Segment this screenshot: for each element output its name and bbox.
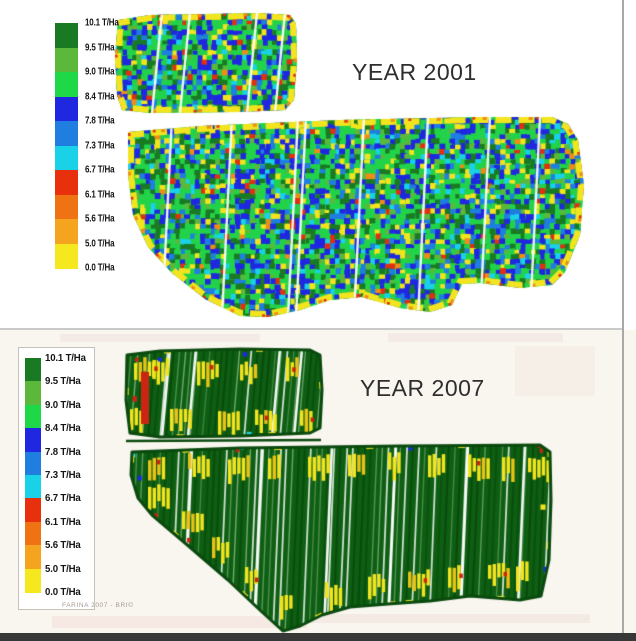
panel-year-2001: 10.1 T/Ha 9.5 T/Ha 9.0 T/Ha 8.4 T/Ha 7.8 T/H… xyxy=(0,0,636,330)
legend-label: 6.1 T/Ha xyxy=(45,515,81,528)
map-title-2007: YEAR 2007 xyxy=(360,375,485,401)
legend-label: 9.0 T/Ha xyxy=(45,398,81,411)
legend-swatch xyxy=(25,404,41,429)
legend-label: 10.1 T/Ha xyxy=(45,352,86,364)
right-border-rule xyxy=(622,0,624,633)
legend-label: 9.0 T/Ha xyxy=(85,66,115,78)
legend-swatch xyxy=(55,96,78,122)
legend-swatch xyxy=(25,521,41,546)
legend-label: 8.4 T/Ha xyxy=(85,91,115,102)
legend-label: 5.6 T/Ha xyxy=(85,213,115,225)
panel-year-2007: 10.1 T/Ha 9.5 T/Ha 9.0 T/Ha 8.4 T/Ha 7.8 T/H… xyxy=(0,330,636,633)
legend-swatch xyxy=(25,568,41,593)
bottom-border-rule xyxy=(0,633,636,641)
legend-swatch xyxy=(55,243,78,269)
map-title-2001: YEAR 2001 xyxy=(352,59,477,85)
map-credit: FARINA 2007 - BRI© xyxy=(62,602,134,609)
legend-swatch xyxy=(25,451,41,476)
panel-divider xyxy=(0,328,623,330)
legend-label: 5.6 T/Ha xyxy=(45,539,81,552)
legend-swatch xyxy=(55,72,78,98)
legend-label: 9.5 T/Ha xyxy=(45,375,81,388)
legend-swatch xyxy=(55,219,78,245)
legend-swatch xyxy=(25,381,41,406)
legend-label: 5.0 T/Ha xyxy=(85,238,115,249)
legend-label: 7.3 T/Ha xyxy=(45,469,81,481)
legend-swatch xyxy=(25,545,41,570)
legend-label: 6.1 T/Ha xyxy=(85,189,115,200)
legend-label: 5.0 T/Ha xyxy=(45,562,81,575)
legend-label: 8.4 T/Ha xyxy=(45,422,81,435)
legend-label: 7.8 T/Ha xyxy=(45,445,81,458)
legend-label: 0.0 T/Ha xyxy=(45,586,81,598)
yield-map-2001-canvas xyxy=(0,0,636,330)
legend-swatch xyxy=(25,475,41,499)
legend-label: 7.3 T/Ha xyxy=(85,140,115,151)
legend-swatch xyxy=(55,23,78,49)
yield-map-2007-canvas xyxy=(0,330,636,633)
legend-swatch xyxy=(25,498,41,523)
legend-label: 9.5 T/Ha xyxy=(85,42,115,53)
legend-label: 6.7 T/Ha xyxy=(45,492,81,505)
legend-label: 7.8 T/Ha xyxy=(85,115,115,127)
legend-label: 10.1 T/Ha xyxy=(85,17,119,29)
legend-swatch xyxy=(55,145,78,171)
legend-swatch xyxy=(25,428,41,453)
legend-swatch xyxy=(55,121,78,147)
legend-label: 6.7 T/Ha xyxy=(85,164,115,176)
legend-swatch xyxy=(55,47,78,73)
legend-swatch xyxy=(55,170,78,196)
legend-swatch xyxy=(25,358,41,382)
legend-label: 0.0 T/Ha xyxy=(85,262,115,274)
legend-swatch xyxy=(55,194,78,220)
